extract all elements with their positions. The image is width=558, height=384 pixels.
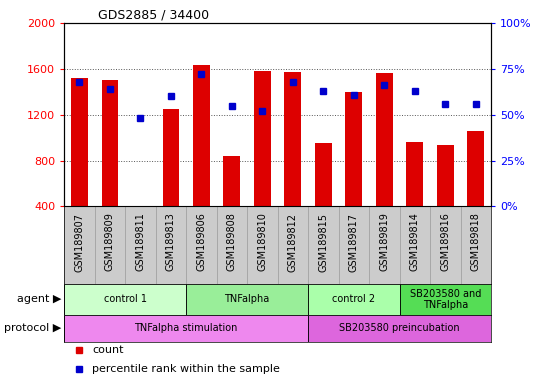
Text: GSM189808: GSM189808 (227, 213, 237, 271)
Bar (437, 144, 454, 207)
Text: GDS2885 / 34400: GDS2885 / 34400 (98, 9, 209, 22)
Bar (224, 156, 240, 207)
Text: GSM189816: GSM189816 (440, 213, 450, 271)
Text: protocol ▶: protocol ▶ (4, 323, 61, 333)
Text: GSM189813: GSM189813 (166, 213, 176, 271)
Bar (308, 284, 400, 315)
Bar (186, 284, 308, 315)
Text: GSM189811: GSM189811 (136, 213, 146, 271)
Text: TNFalpha: TNFalpha (224, 294, 270, 305)
Bar (64, 315, 308, 341)
Bar (285, 72, 301, 207)
Text: GSM189812: GSM189812 (288, 213, 298, 271)
Text: GSM189819: GSM189819 (379, 213, 389, 271)
Text: agent ▶: agent ▶ (17, 294, 61, 305)
Text: SB203580 preincubation: SB203580 preincubation (339, 323, 460, 333)
Bar (315, 143, 331, 207)
Text: GSM189815: GSM189815 (319, 213, 328, 271)
Bar (193, 65, 210, 207)
Bar (64, 284, 186, 315)
Text: GSM189809: GSM189809 (105, 213, 115, 271)
Bar (468, 131, 484, 207)
Text: GSM189810: GSM189810 (257, 213, 267, 271)
Bar (162, 109, 179, 207)
Bar (345, 92, 362, 207)
Bar (376, 73, 393, 207)
Text: GSM189817: GSM189817 (349, 213, 359, 271)
Text: TNFalpha stimulation: TNFalpha stimulation (134, 323, 238, 333)
Text: GSM189807: GSM189807 (74, 213, 84, 271)
Bar (71, 78, 88, 207)
Bar (308, 315, 491, 341)
Bar (400, 284, 491, 315)
Text: control 1: control 1 (104, 294, 147, 305)
Text: percentile rank within the sample: percentile rank within the sample (92, 364, 280, 374)
Bar (132, 207, 149, 208)
Bar (102, 80, 118, 207)
Bar (254, 71, 271, 207)
Text: GSM189818: GSM189818 (471, 213, 481, 271)
Text: GSM189814: GSM189814 (410, 213, 420, 271)
Bar (406, 142, 423, 207)
Text: control 2: control 2 (332, 294, 376, 305)
Text: SB203580 and
TNFalpha: SB203580 and TNFalpha (410, 288, 481, 310)
Text: GSM189806: GSM189806 (196, 213, 206, 271)
Text: count: count (92, 345, 123, 355)
